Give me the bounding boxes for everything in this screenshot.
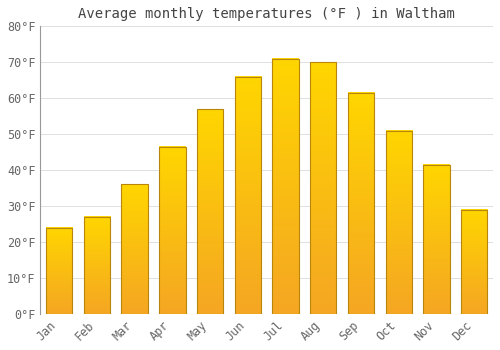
- Bar: [84, 217, 110, 314]
- Title: Average monthly temperatures (°F ) in Waltham: Average monthly temperatures (°F ) in Wa…: [78, 7, 455, 21]
- Bar: [197, 109, 224, 314]
- Bar: [122, 184, 148, 314]
- Bar: [46, 228, 72, 314]
- Bar: [348, 93, 374, 314]
- Bar: [461, 210, 487, 314]
- Bar: [159, 147, 186, 314]
- Bar: [272, 59, 299, 314]
- Bar: [310, 62, 336, 314]
- Bar: [234, 77, 261, 314]
- Bar: [386, 131, 412, 314]
- Bar: [424, 165, 450, 314]
